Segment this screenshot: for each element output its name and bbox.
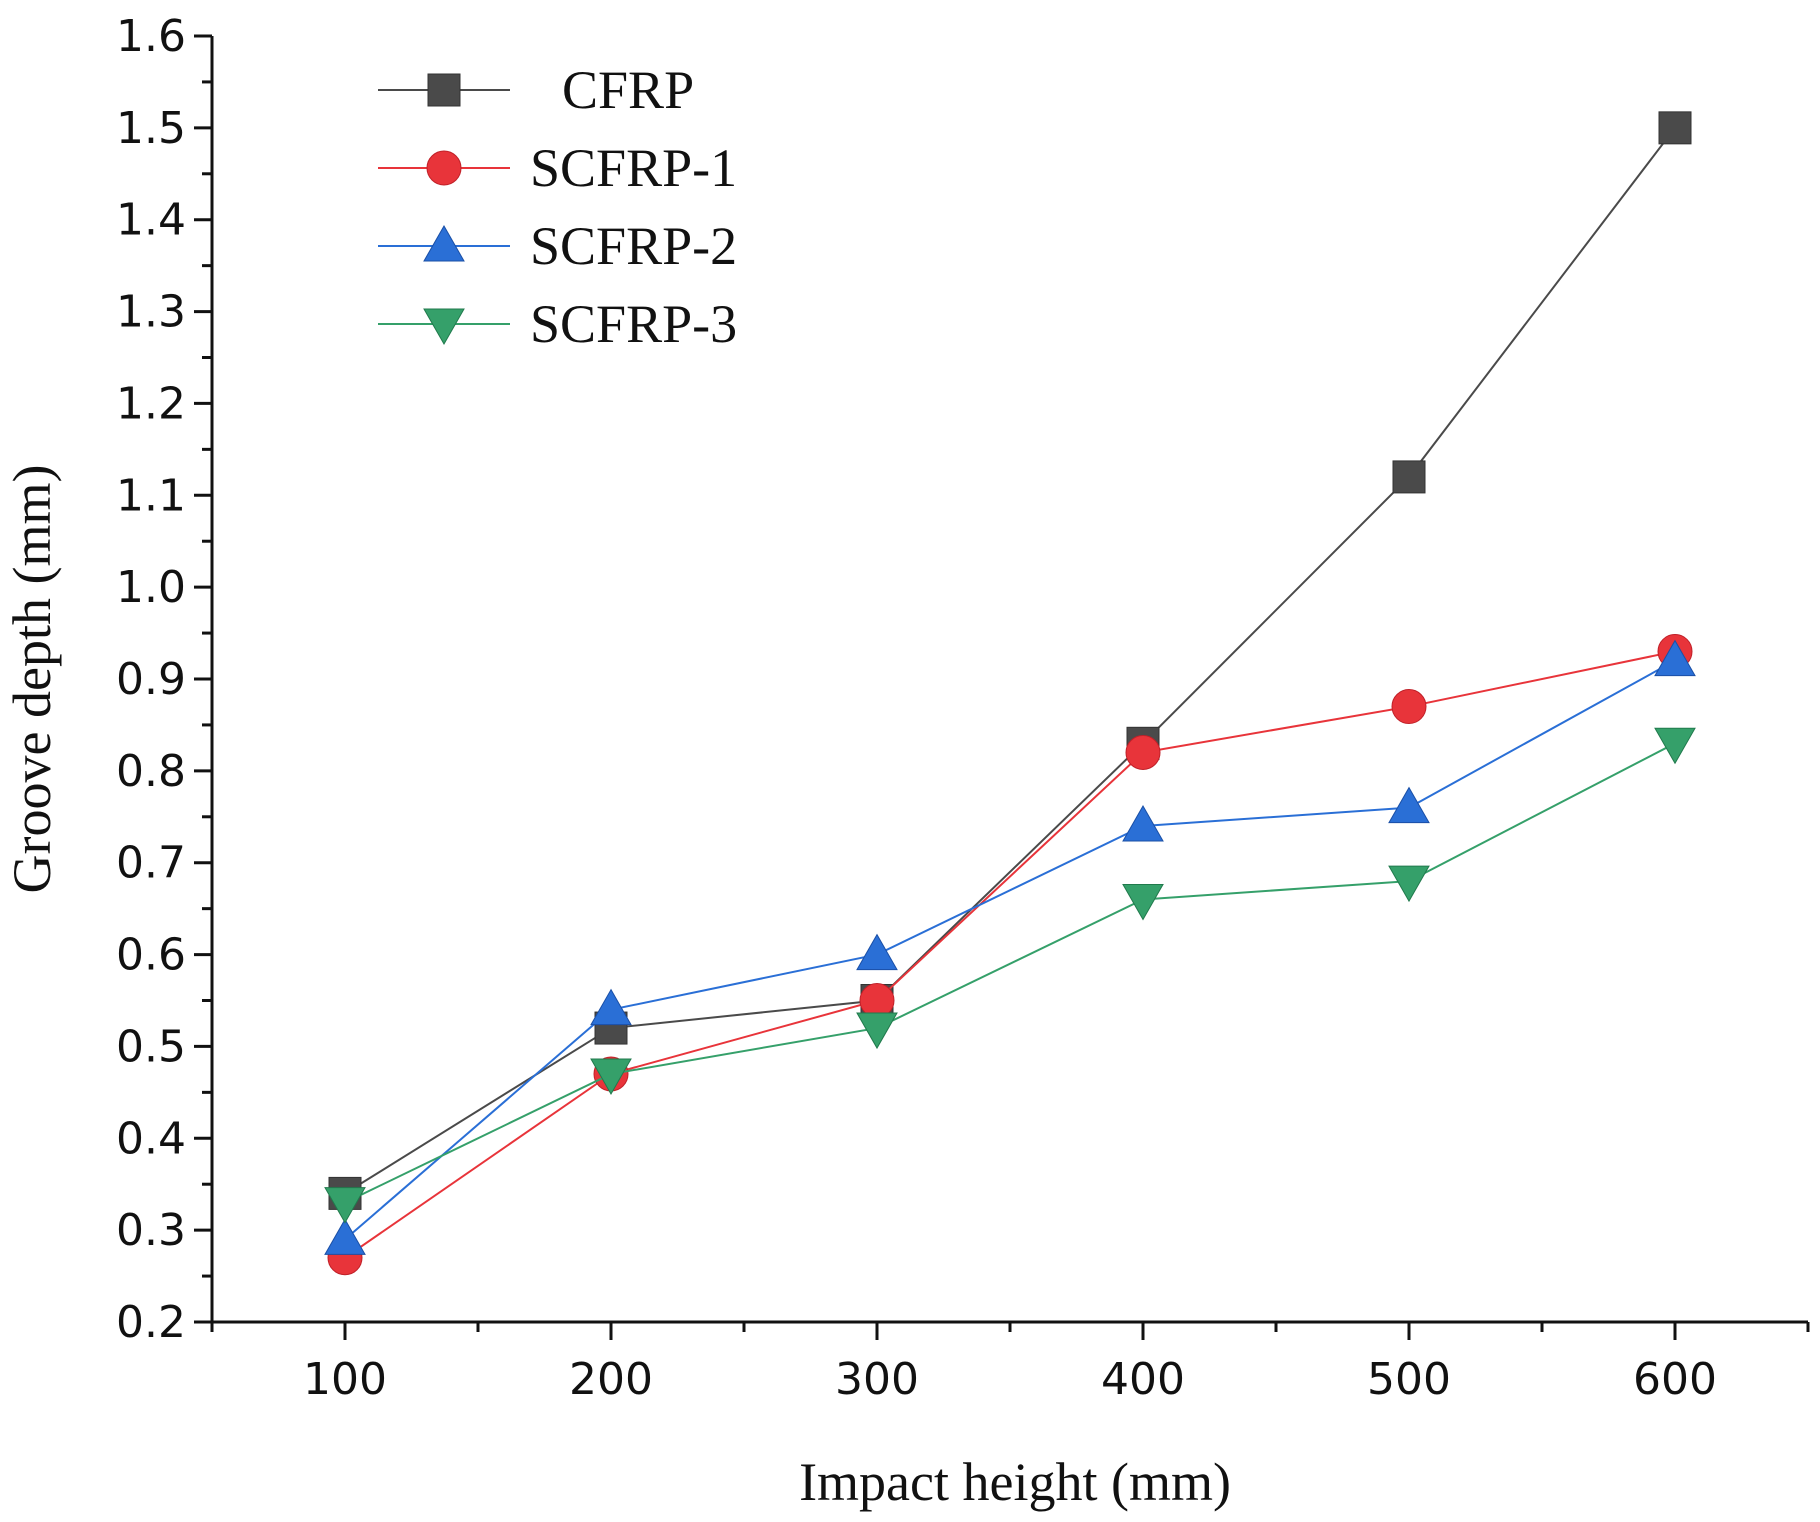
data-point <box>856 1012 898 1050</box>
data-point <box>1388 786 1430 824</box>
data-point <box>1122 883 1164 921</box>
series-line <box>344 650 1676 1259</box>
legend-item: SCFRP-2 <box>378 216 737 276</box>
data-point <box>1392 460 1426 494</box>
series-scfrp-1 <box>327 633 1693 1276</box>
y-tick-label: 1.5 <box>116 103 186 154</box>
data-point <box>590 1058 632 1095</box>
legend-item: SCFRP-1 <box>378 138 737 198</box>
data-point <box>1654 639 1696 677</box>
x-tick-label: 600 <box>1633 1354 1717 1405</box>
legend-marker <box>426 150 462 186</box>
legend-item: CFRP <box>378 60 694 120</box>
data-point <box>324 1218 366 1255</box>
data-point <box>590 988 632 1026</box>
series-line <box>344 742 1676 1204</box>
data-point <box>1125 734 1161 770</box>
series-cfrp <box>328 111 1692 1210</box>
legend-item: SCFRP-3 <box>378 294 737 354</box>
x-tick-label: 300 <box>835 1354 919 1405</box>
legend: CFRP SCFRP-1 SCFRP-2 SCFRP-3 <box>378 60 737 354</box>
y-tick-label: 0.9 <box>116 654 186 705</box>
data-point <box>1122 804 1164 842</box>
y-tick-label: 0.5 <box>116 1021 186 1072</box>
series-line <box>344 127 1676 1195</box>
y-tick-label: 0.2 <box>116 1297 186 1348</box>
x-tick-label: 500 <box>1367 1354 1451 1405</box>
legend-label: SCFRP-1 <box>530 138 737 198</box>
y-tick-label: 1.3 <box>116 287 186 338</box>
y-tick-label: 1.2 <box>116 378 186 429</box>
y-axis-title: Groove depth (mm) <box>2 465 62 894</box>
data-point <box>856 933 898 971</box>
legend-marker <box>423 224 465 262</box>
legend-marker <box>423 308 465 346</box>
data-point <box>1654 727 1696 765</box>
series-line <box>344 659 1676 1241</box>
series-scfrp-3 <box>324 727 1696 1224</box>
legend-label: SCFRP-3 <box>530 294 737 354</box>
legend-marker <box>427 73 461 107</box>
x-tick-label: 200 <box>569 1354 653 1405</box>
data-point <box>1658 111 1692 145</box>
series-scfrp-2 <box>324 639 1696 1255</box>
y-tick-label: 0.4 <box>116 1113 186 1164</box>
y-tick-label: 1.6 <box>116 11 186 62</box>
y-tick-label: 0.8 <box>116 746 186 797</box>
legend-label: CFRP <box>562 60 694 120</box>
y-tick-label: 0.7 <box>116 838 186 889</box>
y-tick-label: 0.6 <box>116 930 186 981</box>
x-tick-label: 100 <box>303 1354 387 1405</box>
legend-label: SCFRP-2 <box>530 216 737 276</box>
data-point <box>859 983 895 1018</box>
y-tick-label: 1.1 <box>116 470 186 521</box>
y-tick-label: 0.3 <box>116 1205 186 1256</box>
data-point <box>1388 865 1430 903</box>
x-axis-title: Impact height (mm) <box>799 1452 1231 1512</box>
data-point <box>324 1187 366 1224</box>
series-lines <box>324 111 1696 1276</box>
y-tick-label: 1.4 <box>116 195 186 246</box>
y-tick-label: 1.0 <box>116 562 186 613</box>
data-point <box>1391 689 1427 725</box>
x-tick-label: 400 <box>1101 1354 1185 1405</box>
axes: 0.2 0.3 0.4 0.5 0.6 0.7 0.8 0.9 1.0 1.1 1.2 1.3 1.4 1… <box>116 11 1810 1405</box>
